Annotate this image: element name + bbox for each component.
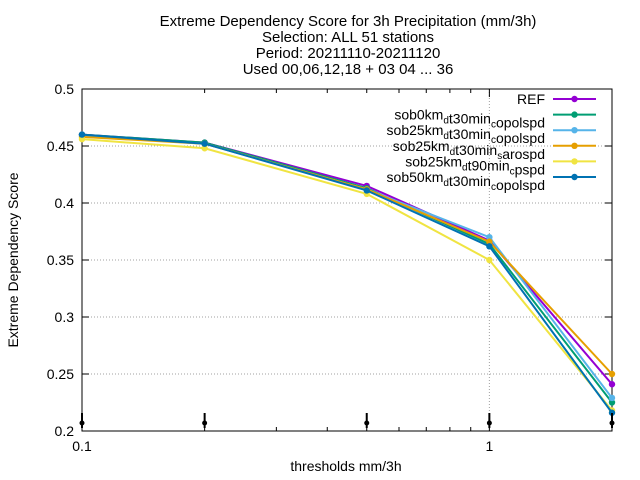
legend-label: sob0kmdt30mincopolspd — [394, 107, 545, 131]
data-point — [201, 140, 208, 147]
legend-label-part: c — [491, 135, 496, 146]
legend-label-part: REF — [517, 91, 545, 107]
legend-swatch-marker — [571, 142, 578, 149]
data-point — [78, 135, 86, 143]
legend-swatch-marker — [571, 95, 578, 103]
data-point — [78, 131, 86, 138]
legend-label: sob25kmdt30minsarospd — [393, 138, 545, 162]
series-group — [78, 131, 616, 416]
legend-label-part: d — [443, 178, 449, 189]
bottom-marker-dot — [364, 420, 370, 426]
data-point — [486, 234, 493, 241]
data-point — [608, 394, 616, 402]
data-point — [486, 243, 493, 250]
title-line: Selection: ALL 51 stations — [262, 29, 434, 46]
legend-label: sob25kmdt30mincopolspd — [387, 122, 545, 146]
legend-label-part: t30min — [449, 126, 491, 142]
data-point — [608, 399, 616, 406]
data-point — [486, 238, 493, 245]
legend-label-part: t30min — [449, 173, 491, 189]
data-point — [486, 256, 493, 264]
legend-label-part: d — [443, 131, 449, 142]
legend-label: REF — [517, 91, 545, 107]
legend-label-part: sob25km — [405, 153, 462, 169]
legend-label-part: d — [450, 147, 456, 158]
legend-label-part: sob25km — [387, 122, 444, 138]
legend-label-part: d — [443, 116, 449, 127]
x-tick-label: 0.1 — [72, 438, 92, 454]
legend-label-part: t30min — [455, 142, 497, 158]
bottom-marker-dot — [202, 420, 208, 426]
legend-label-part: opolspd — [496, 115, 545, 131]
legend-label: sob50kmdt30mincopolspd — [387, 169, 545, 193]
legend-swatch-marker — [571, 158, 578, 165]
y-axis-label: Extreme Dependency Score — [5, 172, 21, 347]
legend-label-part: sob0km — [394, 107, 443, 123]
legend-label-part: t30min — [449, 111, 491, 127]
y-tick-label: 0.5 — [55, 81, 75, 97]
y-tick-label: 0.2 — [55, 423, 75, 439]
axes: 0.2 0.25 0.3 0.35 0.4 0.45 0.5 0.1 1 — [47, 81, 613, 454]
legend-swatch-marker — [571, 127, 578, 134]
legend-label-part: c — [491, 120, 496, 131]
x-axis-label: thresholds mm/3h — [290, 458, 401, 474]
x-tick-label: 1 — [485, 438, 493, 454]
legend-label-part: t90min — [468, 157, 510, 173]
legend-label-part: d — [462, 162, 468, 173]
data-point — [608, 370, 616, 378]
bottom-marker-dot — [79, 420, 85, 426]
data-point — [363, 187, 370, 194]
legend-label-part: c — [510, 166, 515, 177]
legend-label-part: s — [497, 151, 502, 162]
legend-label-part: pspd — [515, 161, 545, 177]
title-line: Extreme Dependency Score for 3h Precipit… — [160, 13, 537, 30]
legend-label-part: arospd — [502, 146, 545, 162]
data-point — [608, 381, 616, 388]
y-tick-label: 0.45 — [47, 138, 74, 154]
legend-label-part: opolspd — [496, 130, 545, 146]
bottom-markers — [79, 413, 615, 428]
legend-label-part: sob50km — [387, 169, 444, 185]
legend: REFsob0kmdt30mincopolspdsob25kmdt30minco… — [387, 91, 596, 193]
bottom-marker-dot — [609, 420, 615, 426]
legend-swatch-marker — [571, 111, 578, 118]
y-tick-label: 0.25 — [47, 366, 74, 382]
legend-label: sob25kmdt90mincpspd — [405, 153, 545, 177]
chart-title: Extreme Dependency Score for 3h Precipit… — [160, 13, 537, 78]
legend-label-part: c — [491, 182, 496, 193]
y-tick-label: 0.3 — [55, 309, 75, 325]
legend-swatch-marker — [571, 173, 578, 181]
grid — [82, 89, 612, 431]
bottom-marker-dot — [486, 420, 492, 426]
legend-label-part: opolspd — [496, 177, 545, 193]
y-tick-label: 0.4 — [55, 195, 75, 211]
data-point — [201, 145, 208, 152]
title-line: Used 00,06,12,18 + 03 04 ... 36 — [243, 61, 454, 78]
y-tick-label: 0.35 — [47, 252, 74, 268]
data-point — [608, 409, 616, 416]
legend-label-part: sob25km — [393, 138, 450, 154]
title-line: Period: 20211110-20211120 — [256, 45, 441, 62]
